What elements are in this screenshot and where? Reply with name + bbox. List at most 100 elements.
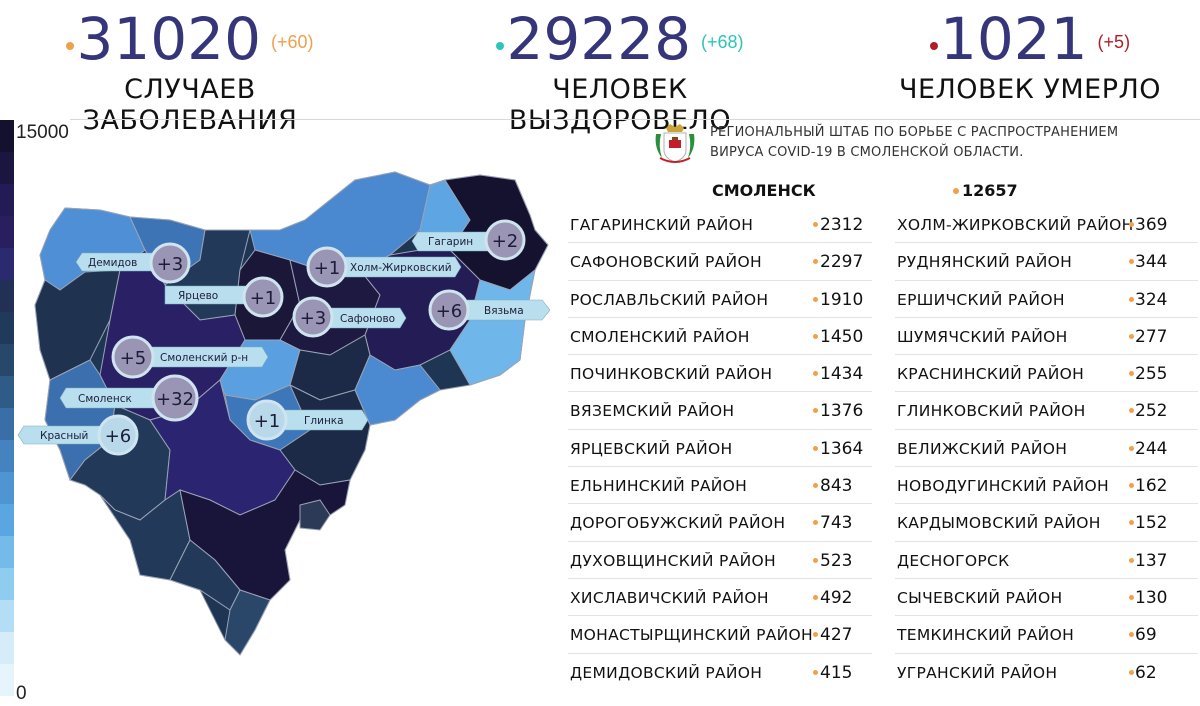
district-row: УГРАНСКИЙ РАЙОН 62 — [895, 654, 1198, 691]
legend-swatch — [0, 344, 14, 376]
legend-swatch — [0, 120, 14, 152]
bubble-safonovo-value: +3 — [300, 308, 327, 329]
recovered-dot — [496, 42, 505, 50]
bubble-vyazma-value: +6 — [436, 301, 463, 322]
district-value: 255 — [1135, 364, 1168, 385]
recovered-value: 29228 — [506, 5, 691, 73]
bubble-gagarin-value: +2 — [492, 231, 519, 252]
bubble-smolensky-rn-value: +5 — [120, 348, 147, 369]
label-smolensky-rn-text: Смоленский р-н — [160, 352, 248, 364]
org-title-line2: ВИРУСА COVID-19 В СМОЛЕНСКОЙ ОБЛАСТИ. — [710, 145, 1024, 160]
district-dot — [1129, 371, 1134, 377]
district-row: РУДНЯНСКИЙ РАЙОН 344 — [895, 243, 1198, 281]
label-glinka-text: Глинка — [304, 415, 344, 427]
district-name: ЕРШИЧСКИЙ РАЙОН — [897, 290, 1065, 309]
district-dot — [813, 222, 818, 227]
legend-swatch — [0, 440, 14, 472]
label-kholm-text: Холм-Жирковский — [350, 262, 452, 274]
district-dot — [1129, 669, 1134, 675]
district-dot — [1129, 408, 1134, 414]
district-name: ДЕМИДОВСКИЙ РАЙОН — [570, 663, 763, 682]
cases-dot — [66, 42, 75, 50]
district-value: 2297 — [820, 252, 864, 273]
district-dot — [813, 259, 818, 265]
district-row: ДЕСНОГОРСК 137 — [895, 542, 1198, 579]
district-value: 344 — [1135, 252, 1168, 273]
bubble-yartsevo: +1 — [242, 276, 284, 318]
district-row: НОВОДУГИНСКИЙ РАЙОН 162 — [895, 467, 1198, 505]
district-name: ЕЛЬНИНСКИЙ РАЙОН — [570, 477, 748, 496]
district-row: ВЯЗЕМСКИЙ РАЙОН 1376 — [568, 392, 872, 430]
district-dot — [1129, 632, 1134, 638]
district-value: 523 — [820, 550, 853, 571]
district-row: МОНАСТЫРЩИНСКИЙ РАЙОН 427 — [568, 616, 872, 654]
district-name: УГРАНСКИЙ РАЙОН — [897, 663, 1058, 682]
district-row: ЯРЦЕВСКИЙ РАЙОН 1364 — [568, 430, 872, 468]
label-glinka: Глинка — [284, 409, 369, 431]
district-value: 1364 — [820, 438, 864, 459]
district-dot — [1129, 445, 1134, 451]
district-value: 1450 — [820, 326, 864, 347]
org-title-line1: РЕГИОНАЛЬНЫЙ ШТАБ ПО БОРЬБЕ С РАСПРОСТРА… — [710, 125, 1119, 140]
district-row: СЫЧЕВСКИЙ РАЙОН 130 — [895, 579, 1198, 617]
label-demidov-text: Демидов — [88, 257, 137, 269]
district-value: 130 — [1135, 587, 1168, 608]
district-name: ПОЧИНКОВСКИЙ РАЙОН — [570, 365, 773, 384]
deaths-value: 1021 — [939, 5, 1088, 73]
district-name: ВЕЛИЖСКИЙ РАЙОН — [897, 439, 1068, 458]
district-row: ПОЧИНКОВСКИЙ РАЙОН 1434 — [568, 355, 872, 393]
legend-swatch — [0, 568, 14, 600]
district-value: 244 — [1135, 438, 1168, 459]
district-row: ХОЛМ-ЖИРКОВСКИЙ РАЙОН 369 — [895, 206, 1198, 244]
bubble-vyazma: +6 — [428, 289, 470, 331]
district-yershichi — [224, 589, 271, 656]
legend-swatch — [0, 472, 14, 504]
district-name: САФОНОВСКИЙ РАЙОН — [570, 253, 762, 272]
cases-label: СЛУЧАЕВ ЗАБОЛЕВАНИЯ — [82, 74, 298, 136]
district-dot — [813, 669, 818, 675]
district-value: 427 — [820, 625, 853, 646]
label-smolensk-text: Смоленск — [78, 393, 132, 405]
district-name: РУДНЯНСКИЙ РАЙОН — [897, 253, 1073, 272]
district-dot — [1129, 520, 1134, 526]
district-row: КРАСНИНСКИЙ РАЙОН 255 — [895, 355, 1198, 393]
label-krasny: Красный — [17, 425, 101, 445]
label-vyazma: Вязьма — [461, 299, 551, 321]
legend-swatch — [0, 152, 14, 184]
district-value: 162 — [1135, 476, 1168, 497]
legend-max-label: 15000 — [16, 122, 69, 143]
district-value: 369 — [1135, 215, 1168, 235]
district-row: СМОЛЕНСКИЙ РАЙОН 1450 — [568, 318, 872, 356]
legend-swatch — [0, 216, 14, 248]
bubble-kholm-value: +1 — [314, 258, 341, 279]
district-row: ХИСЛАВИЧСКИЙ РАЙОН 492 — [568, 579, 872, 617]
district-name: ВЯЗЕМСКИЙ РАЙОН — [570, 402, 735, 421]
district-value: 415 — [820, 662, 853, 683]
district-dot — [813, 296, 818, 302]
district-dot — [1129, 333, 1134, 339]
district-name: ДЕСНОГОРСК — [897, 551, 1010, 570]
district-value: 1376 — [820, 401, 864, 422]
district-row: САФОНОВСКИЙ РАЙОН 2297 — [568, 243, 872, 281]
legend-swatch — [0, 632, 14, 664]
legend-swatch — [0, 504, 14, 536]
bubble-smolensky-rn: +5 — [111, 335, 155, 379]
legend-swatch — [0, 664, 14, 696]
legend-swatch — [0, 312, 14, 344]
district-dot — [813, 333, 818, 339]
legend-swatch — [0, 280, 14, 312]
bubble-demidov: +3 — [149, 242, 191, 284]
label-vyazma-text: Вязьма — [484, 305, 524, 317]
district-value: 152 — [1135, 513, 1168, 534]
district-name: МОНАСТЫРЩИНСКИЙ РАЙОН — [570, 626, 813, 645]
cases-value: 31020 — [76, 5, 261, 73]
bubble-krasny: +6 — [97, 414, 139, 456]
label-kholm: Холм-Жирковский — [339, 256, 462, 278]
city-value: 12657 — [962, 181, 1018, 200]
bubble-gagarin: +2 — [484, 219, 526, 261]
deaths-label: ЧЕЛОВЕК УМЕРЛО — [898, 74, 1162, 105]
district-name: КРАСНИНСКИЙ РАЙОН — [897, 365, 1085, 384]
region-hq-header: РЕГИОНАЛЬНЫЙ ШТАБ ПО БОРЬБЕ С РАСПРОСТРА… — [652, 120, 1118, 166]
stat-recovered: 29228 (+68) ЧЕЛОВЕК ВЫЗДОРОВЕЛО — [440, 4, 800, 136]
